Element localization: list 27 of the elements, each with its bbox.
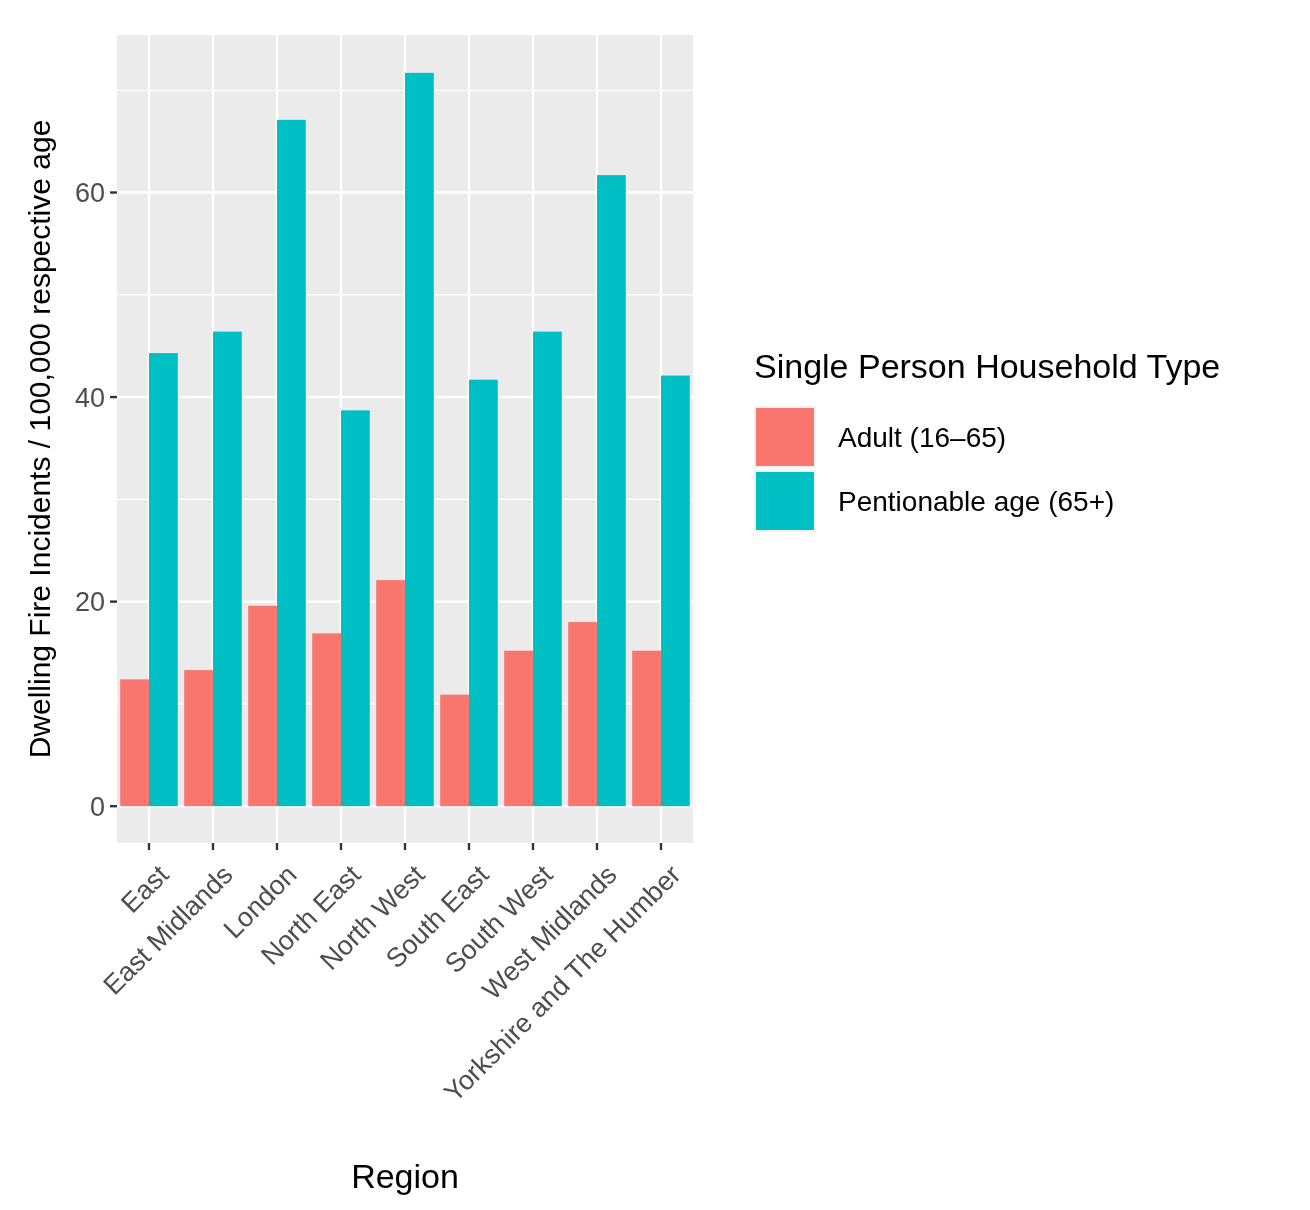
y-axis-title: Dwelling Fire Incidents / 100,000 respective age <box>23 119 56 759</box>
bar <box>504 650 533 807</box>
legend-title: Single Person Household Type <box>754 347 1221 385</box>
x-axis-title: Region <box>351 1157 459 1195</box>
y-tick-label: 0 <box>89 791 105 822</box>
bar <box>120 679 149 807</box>
bar <box>533 331 562 807</box>
bar <box>661 375 690 807</box>
bar <box>277 119 306 807</box>
bar <box>376 580 405 807</box>
bar <box>597 175 626 807</box>
bar <box>248 605 277 807</box>
bar <box>312 633 341 807</box>
bar <box>632 650 661 807</box>
bar <box>341 410 370 807</box>
bar <box>440 694 469 807</box>
bar <box>184 670 213 807</box>
bar <box>149 353 178 807</box>
bar <box>405 72 434 807</box>
legend-label: Pentionable age (65+) <box>838 485 1115 517</box>
y-tick-label: 40 <box>74 382 105 413</box>
bar <box>568 622 597 807</box>
y-tick-label: 60 <box>74 177 105 208</box>
y-tick-label: 20 <box>74 587 105 618</box>
bar <box>213 331 242 807</box>
bar <box>469 379 498 807</box>
legend-label: Adult (16–65) <box>838 421 1007 453</box>
